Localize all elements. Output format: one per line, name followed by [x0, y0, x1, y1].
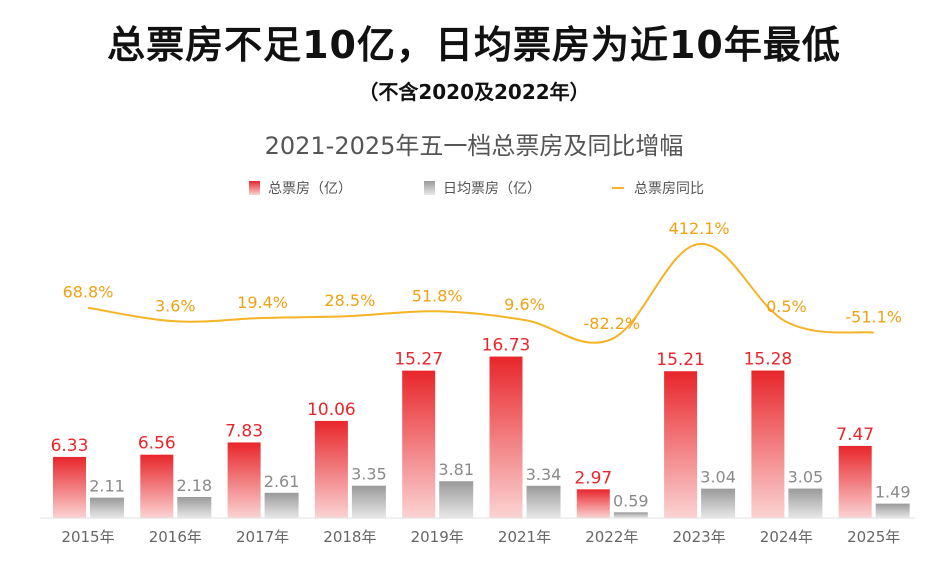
- x-tick-label: 2025年: [847, 528, 900, 546]
- bar-total: [314, 420, 348, 518]
- data-label-total: 7.83: [225, 421, 263, 441]
- x-tick-label: 2015年: [61, 528, 114, 546]
- x-axis: 2015年 2016年 2017年 2018年 2019年 2021年 2022年 2023年…: [40, 517, 915, 546]
- bar-daily: [90, 497, 124, 518]
- x-tick-label: 2018年: [323, 528, 376, 546]
- data-label-daily: 3.81: [438, 460, 474, 479]
- data-label-yoy: 412.1%: [669, 219, 730, 238]
- bar-series: [53, 356, 910, 518]
- x-tick-label: 2016年: [149, 528, 202, 546]
- data-labels: 6.33 2.11 6.56 2.18 7.83 2.61 10.06 3.35 15.27 3.…: [51, 219, 911, 510]
- x-tick-label: 2019年: [411, 528, 464, 546]
- data-label-daily: 2.11: [89, 477, 125, 496]
- bar-daily: [613, 512, 648, 518]
- bar-daily: [264, 492, 299, 518]
- bar-daily: [788, 488, 823, 518]
- data-label-yoy: 68.8%: [63, 283, 114, 302]
- bar-total: [664, 371, 698, 518]
- data-label-yoy: 9.6%: [504, 295, 545, 314]
- bar-total: [402, 370, 436, 518]
- legend-swatch-daily: [424, 181, 435, 195]
- x-tick-label: 2022年: [585, 528, 638, 546]
- bar-daily: [875, 503, 910, 518]
- legend-label-total: 总票房（亿）: [268, 181, 352, 197]
- data-label-total: 6.56: [138, 434, 176, 454]
- x-tick-label: 2024年: [760, 528, 813, 546]
- legend-label-yoy: 总票房同比: [634, 181, 704, 197]
- data-label-total: 7.47: [836, 425, 874, 445]
- page-title: 总票房不足10亿，日均票房为近10年最低: [107, 23, 841, 67]
- data-label-daily: 3.05: [788, 468, 824, 487]
- legend-swatch-total: [249, 181, 260, 195]
- chart-title: 2021-2025年五一档总票房及同比增幅: [264, 132, 684, 160]
- data-label-total: 15.28: [744, 350, 793, 370]
- data-label-daily: 2.18: [176, 476, 212, 495]
- data-label-yoy: 0.5%: [766, 297, 807, 316]
- data-label-daily: 3.35: [351, 465, 387, 484]
- data-label-yoy: 3.6%: [155, 296, 196, 315]
- data-label-yoy: 19.4%: [237, 293, 288, 312]
- bar-daily: [701, 488, 736, 518]
- page-subtitle: （不含2020及2022年）: [358, 80, 590, 104]
- yoy-line-series: [87, 242, 874, 344]
- data-label-total: 15.21: [656, 350, 705, 370]
- bar-total: [838, 445, 872, 518]
- data-label-daily: 2.61: [264, 472, 300, 491]
- bar-total: [227, 442, 261, 518]
- data-label-yoy: -82.2%: [583, 314, 640, 333]
- bar-daily: [351, 485, 386, 518]
- data-label-yoy: 51.8%: [412, 286, 463, 305]
- x-tick-label: 2017年: [236, 528, 289, 546]
- data-label-total: 2.97: [574, 468, 612, 488]
- bar-daily: [439, 481, 474, 518]
- data-label-yoy: -51.1%: [845, 308, 902, 327]
- bar-total: [53, 456, 86, 518]
- yoy-line: [87, 242, 874, 344]
- data-label-total: 6.33: [51, 436, 89, 456]
- chart-legend: 总票房（亿） 日均票房（亿） 总票房同比: [249, 181, 704, 197]
- data-label-daily: 0.59: [613, 491, 649, 510]
- data-label-yoy: 28.5%: [324, 291, 375, 310]
- data-label-daily: 3.34: [526, 465, 562, 484]
- x-tick-label: 2021年: [498, 528, 551, 546]
- data-label-total: 16.73: [482, 336, 531, 356]
- data-label-daily: 3.04: [700, 468, 736, 487]
- bar-total: [489, 356, 523, 518]
- bar-daily: [526, 485, 561, 518]
- x-tick-label: 2023年: [673, 528, 726, 546]
- bar-total: [751, 370, 785, 518]
- data-label-total: 10.06: [307, 400, 356, 420]
- data-label-total: 15.27: [394, 350, 443, 370]
- bar-total: [576, 489, 610, 518]
- bar-total: [140, 454, 174, 518]
- legend-label-daily: 日均票房（亿）: [443, 181, 541, 197]
- bar-daily: [177, 496, 212, 518]
- data-label-daily: 1.49: [875, 483, 911, 502]
